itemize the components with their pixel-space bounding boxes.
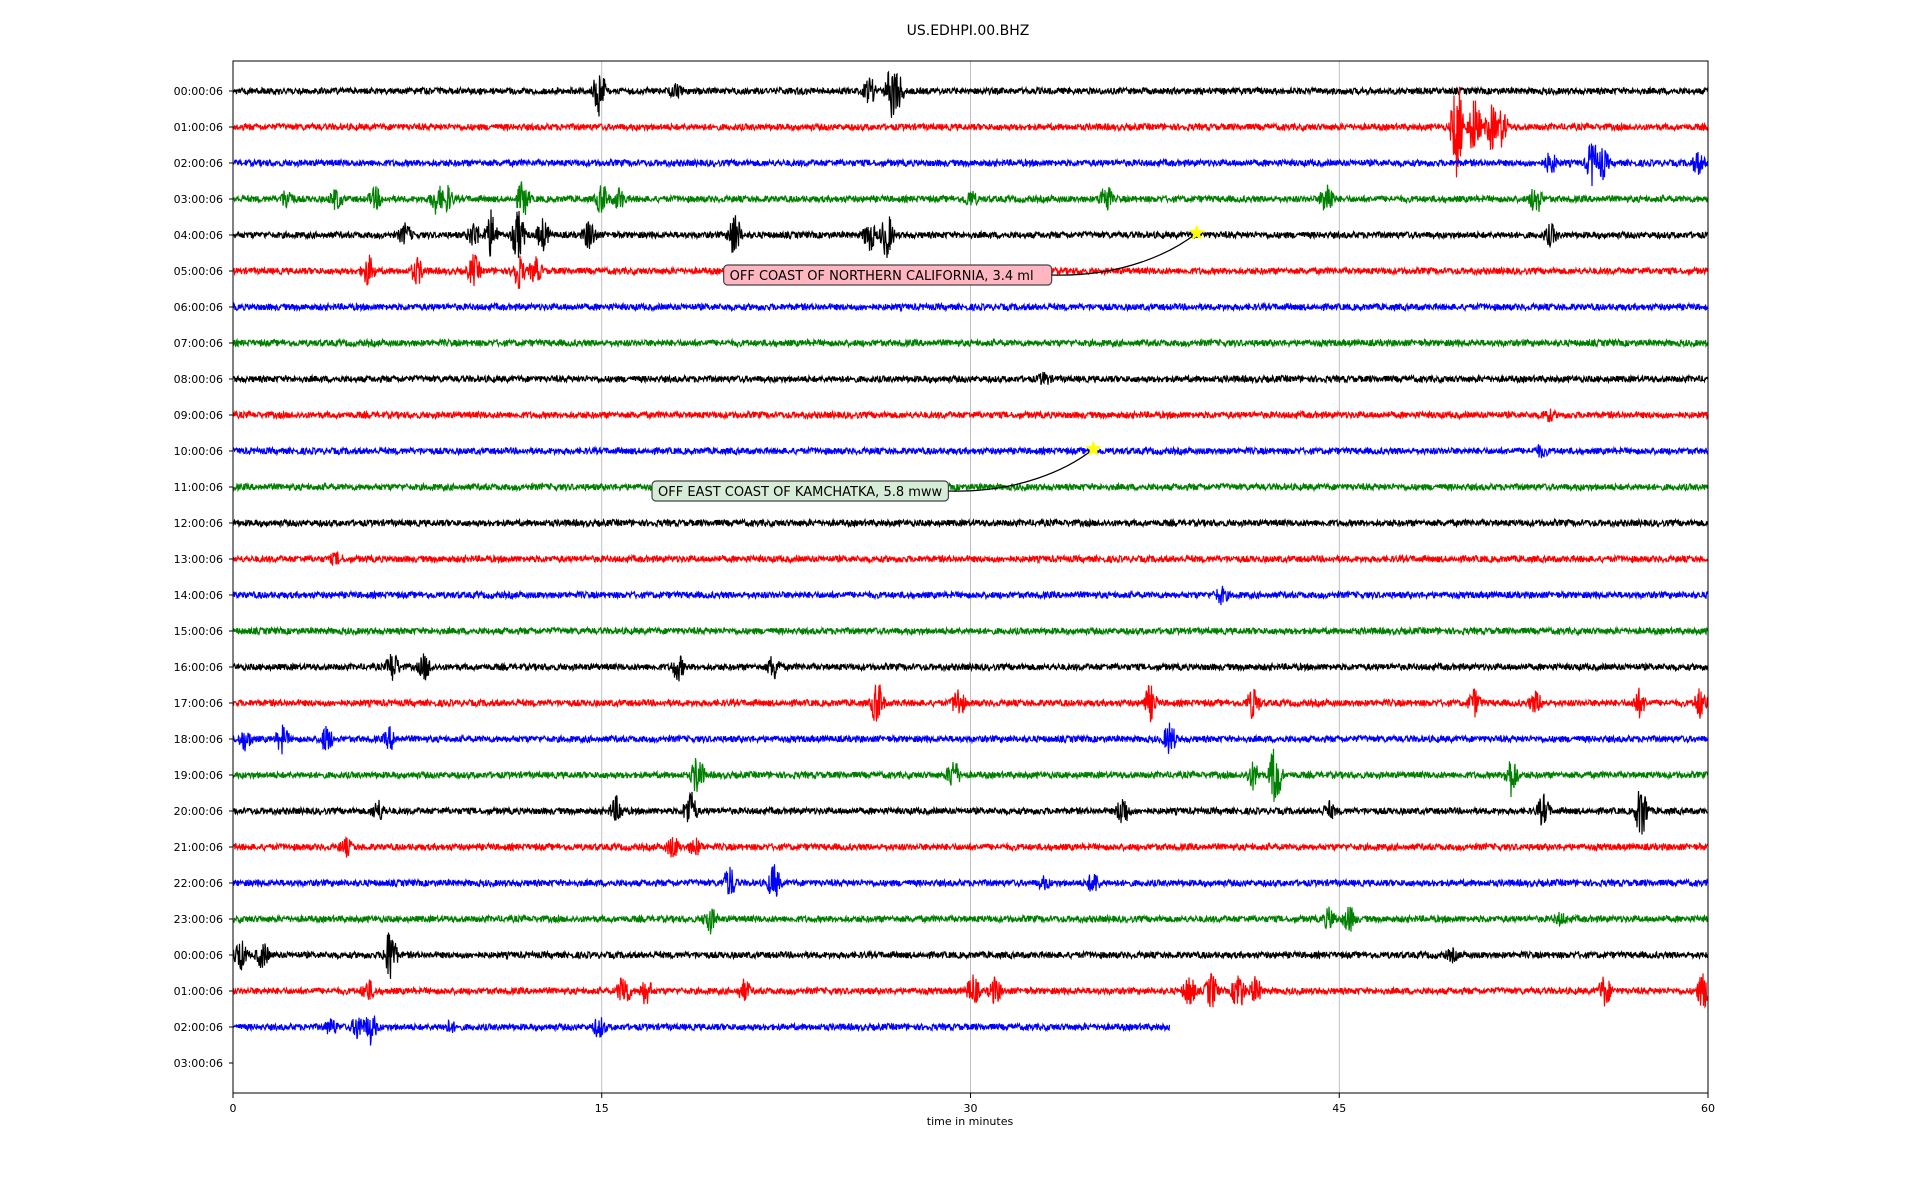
y-tick-label: 04:00:06 — [174, 229, 223, 242]
y-tick-label: 14:00:06 — [174, 589, 223, 602]
y-tick-label: 19:00:06 — [174, 769, 223, 782]
y-tick-label: 06:00:06 — [174, 301, 223, 314]
x-axis-label: time in minutes — [927, 1115, 1014, 1128]
y-tick-label: 08:00:06 — [174, 373, 223, 386]
y-tick-label: 07:00:06 — [174, 337, 223, 350]
y-tick-label: 17:00:06 — [174, 697, 223, 710]
event-annotation-box — [651, 480, 950, 502]
y-tick-label: 00:00:06 — [174, 949, 223, 962]
y-tick-label: 03:00:06 — [174, 193, 223, 206]
trace-layer — [232, 70, 1709, 1046]
x-tick-label: 60 — [1701, 1102, 1715, 1115]
trace-line — [232, 684, 1709, 723]
event-annotation-label: OFF EAST COAST OF KAMCHATKA, 5.8 mww — [658, 485, 943, 500]
y-tick-label: 13:00:06 — [174, 553, 223, 566]
y-tick-label: 05:00:06 — [174, 265, 223, 278]
event-annotation-connector — [1051, 232, 1198, 276]
trace-line — [232, 551, 1709, 567]
event-annotation: OFF COAST OF NORTHERN CALIFORNIA, 3.4 ml — [723, 224, 1205, 286]
y-tick-label: 01:00:06 — [174, 985, 223, 998]
trace-line — [232, 1015, 1171, 1046]
y-tick-label: 02:00:06 — [174, 157, 223, 170]
y-tick-label: 03:00:06 — [174, 1057, 223, 1070]
trace-line — [232, 653, 1709, 682]
trace-line — [232, 86, 1709, 178]
trace-line — [232, 906, 1709, 935]
trace-line — [232, 444, 1709, 459]
x-tick-label: 15 — [595, 1102, 609, 1115]
y-tick-label: 01:00:06 — [174, 121, 223, 134]
grid-lines — [601, 61, 1340, 1093]
trace-line — [232, 371, 1709, 385]
x-tick-label: 30 — [964, 1102, 978, 1115]
trace-line — [232, 517, 1709, 529]
trace-line — [232, 408, 1709, 423]
y-tick-label: 11:00:06 — [174, 481, 223, 494]
trace-line — [232, 585, 1709, 606]
trace-line — [232, 625, 1709, 637]
trace-line — [232, 790, 1709, 835]
x-tick-label: 45 — [1332, 1102, 1346, 1115]
event-annotation: OFF EAST COAST OF KAMCHATKA, 5.8 mww — [651, 440, 1102, 502]
y-tick-label: 21:00:06 — [174, 841, 223, 854]
trace-line — [232, 748, 1709, 802]
trace-line — [232, 973, 1709, 1009]
y-tick-label: 22:00:06 — [174, 877, 223, 890]
y-tick-label: 12:00:06 — [174, 517, 223, 530]
y-tick-label: 09:00:06 — [174, 409, 223, 422]
y-tick-label: 23:00:06 — [174, 913, 223, 926]
y-tick-labels: 00:00:06 01:00:06 02:00:06 03:00:06 04:00:06… — [174, 85, 233, 1070]
x-tick-label: 0 — [230, 1102, 237, 1115]
star-icon — [1188, 224, 1205, 241]
event-annotation-label: OFF COAST OF NORTHERN CALIFORNIA, 3.4 ml — [730, 269, 1034, 284]
star-icon — [1085, 440, 1102, 457]
y-tick-label: 00:00:06 — [174, 85, 223, 98]
y-tick-label: 02:00:06 — [174, 1021, 223, 1034]
trace-line — [232, 932, 1709, 979]
trace-line — [232, 143, 1709, 187]
y-tick-label: 10:00:06 — [174, 445, 223, 458]
trace-line — [232, 337, 1709, 349]
trace-line — [232, 481, 1709, 493]
annotation-layer: OFF COAST OF NORTHERN CALIFORNIA, 3.4 ml… — [651, 224, 1205, 502]
trace-line — [232, 864, 1709, 897]
y-tick-label: 16:00:06 — [174, 661, 223, 674]
trace-line — [232, 722, 1709, 755]
trace-line — [232, 301, 1709, 313]
event-annotation-connector — [948, 448, 1094, 492]
trace-line — [232, 70, 1709, 118]
y-tick-label: 18:00:06 — [174, 733, 223, 746]
trace-line — [232, 209, 1709, 258]
y-tick-label: 20:00:06 — [174, 805, 223, 818]
y-tick-label: 15:00:06 — [174, 625, 223, 638]
chart-title: US.EDHPI.00.BHZ — [907, 23, 1030, 39]
x-tick-labels: 0 15 30 45 60 — [230, 1093, 1715, 1115]
trace-line — [232, 836, 1709, 858]
trace-line — [232, 181, 1709, 216]
